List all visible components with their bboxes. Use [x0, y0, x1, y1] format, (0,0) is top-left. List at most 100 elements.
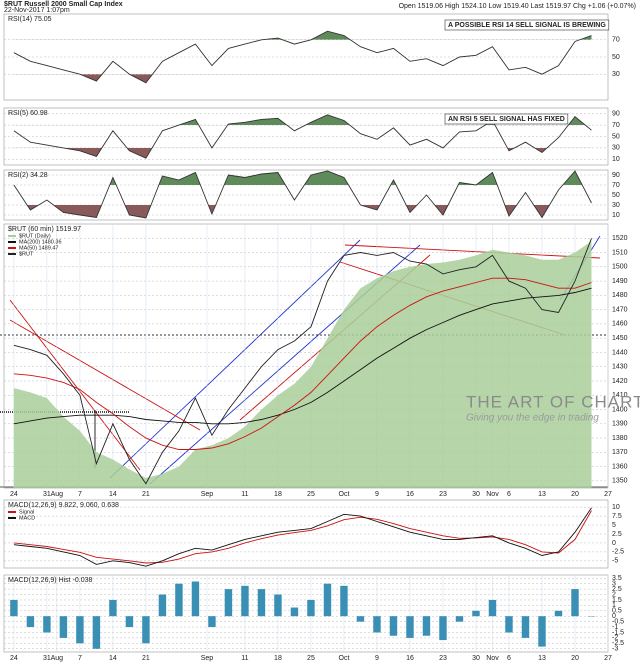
plot [13, 507, 592, 567]
x-tick-label: Aug [51, 491, 64, 498]
x-tick-label: 21 [142, 655, 150, 662]
brand-tagline: Giving you the edge in trading [466, 413, 599, 424]
bar [505, 616, 513, 633]
panel-title: $RUT (60 min) 1519.97 [8, 226, 81, 233]
y-tick-label: 1440 [612, 349, 628, 356]
x-tick-label: 18 [274, 491, 282, 498]
y-tick-label: 0.5 [612, 608, 622, 615]
bar [274, 594, 282, 617]
bar [257, 589, 266, 617]
bar [455, 616, 464, 622]
bar [422, 616, 431, 636]
y-tick-label: 2.5 [612, 531, 622, 538]
y-tick-label: 1420 [612, 378, 628, 385]
bar [472, 610, 480, 617]
y-tick-label: 1400 [612, 406, 628, 413]
x-tick-label: 11 [241, 655, 248, 662]
x-tick-label: 13 [538, 491, 546, 498]
bar [109, 599, 117, 617]
x-tick-label: 20 [571, 655, 579, 662]
y-tick-label: 50 [612, 54, 620, 61]
x-tick-label: 30 [472, 491, 480, 498]
x-tick-label: 25 [307, 491, 315, 498]
area [13, 241, 592, 488]
bar [59, 616, 68, 638]
y-tick-label: 1360 [612, 463, 628, 470]
plot [13, 30, 592, 84]
bar [538, 616, 546, 647]
symbol: $RUT Russell 2000 Small Cap Index [4, 1, 123, 8]
bar [373, 616, 381, 633]
y-tick-label: 1470 [612, 306, 628, 313]
x-tick-label: Nov [486, 491, 499, 498]
y-tick-label: -0.5 [612, 618, 624, 625]
x-tick-label: 18 [274, 655, 282, 662]
y-tick-label: 90 [612, 172, 620, 179]
x-tick-label: 9 [375, 655, 379, 662]
legend-entry: $RUT (Daily) [19, 233, 51, 239]
y-tick-label: 1450 [612, 335, 628, 342]
x-tick-label: Oct [339, 491, 350, 498]
annotation: AN RSI 5 SELL SIGNAL HAS FIXED [448, 116, 565, 123]
legend-entry: Signal [19, 509, 34, 515]
plot [10, 581, 596, 649]
y-tick-label: 1.5 [612, 597, 622, 604]
x-tick-label: Sep [201, 491, 214, 498]
bar [224, 589, 233, 617]
x-tick-label: 7 [78, 655, 82, 662]
quote: Open 1519.06 High 1524.10 Low 1519.40 La… [399, 3, 636, 10]
y-tick-label: 1490 [612, 278, 628, 285]
bar [290, 607, 299, 617]
y-tick-label: 1370 [612, 449, 628, 456]
y-tick-label: 10 [612, 504, 620, 511]
bar [43, 616, 51, 633]
bar [554, 610, 563, 617]
x-tick-label: 31 [43, 655, 51, 662]
y-tick-label: 10 [612, 156, 620, 163]
y-tick-label: 2.5 [612, 586, 622, 593]
y-tick-label: 90 [612, 111, 620, 118]
annotation-box [444, 113, 569, 125]
y-tick-label: -2.5 [612, 549, 624, 556]
x-tick-label: 9 [375, 491, 379, 498]
x-tick-label: 13 [538, 655, 546, 662]
bar [439, 616, 447, 641]
y-tick-label: 2 [612, 591, 616, 598]
bar [356, 616, 365, 622]
x-tick-label: 27 [604, 655, 612, 662]
y-tick-label: 1480 [612, 292, 628, 299]
bar [10, 599, 18, 617]
x-tick-label: 31 [43, 491, 51, 498]
y-tick-label: 70 [612, 37, 620, 44]
x-tick-label: 24 [10, 491, 18, 498]
y-tick-label: 50 [612, 133, 620, 140]
y-tick-label: -2 [612, 635, 618, 642]
y-tick-label: 1410 [612, 392, 628, 399]
line [13, 114, 592, 159]
y-tick-label: 1510 [612, 249, 628, 256]
bar [389, 616, 398, 636]
x-tick-label: Aug [51, 655, 64, 662]
overbought-fill [261, 31, 592, 40]
line [13, 507, 592, 567]
y-tick-label: 50 [612, 192, 620, 199]
y-tick-label: -1 [612, 624, 618, 631]
x-tick-label: 25 [307, 655, 315, 662]
bar [142, 616, 150, 644]
y-tick-label: 30 [612, 202, 620, 209]
x-tick-label: 20 [571, 491, 579, 498]
x-tick-label: 6 [507, 655, 511, 662]
x-tick-label: 27 [604, 491, 612, 498]
panel-title: MACD(12,26,9) 9.822, 9.060, 0.638 [8, 502, 119, 509]
y-tick-label: 70 [612, 182, 620, 189]
y-tick-label: 30 [612, 71, 620, 78]
y-tick-label: 3.5 [612, 575, 622, 582]
y-tick-label: -5 [612, 558, 618, 565]
x-tick-label: 6 [507, 491, 511, 498]
y-tick-label: 3 [612, 581, 616, 588]
y-tick-label: 30 [612, 145, 620, 152]
date: 22-Nov-2017 1:07pm [4, 7, 70, 14]
y-tick-label: -3 [612, 646, 618, 653]
y-tick-label: 1 [612, 602, 616, 609]
